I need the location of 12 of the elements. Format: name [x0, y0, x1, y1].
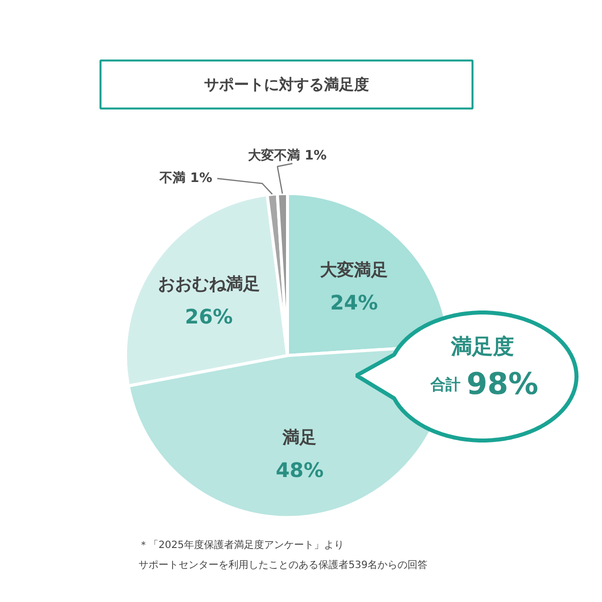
slice-label: おおむね満足	[158, 274, 260, 294]
data-label: 24%	[330, 290, 378, 315]
slice-label: 大変満足	[320, 260, 388, 281]
data-label: 26%	[184, 304, 233, 328]
text: ＊「2025年度保護者満足度アンケート」より	[138, 539, 344, 551]
slice-label: 大変不満 1%	[248, 148, 327, 164]
data-label: 48%	[276, 458, 324, 482]
text: 満足度	[450, 334, 514, 358]
slice-label: 不満 1%	[158, 171, 212, 186]
text: サポートセンターを利用したことのある保護者539名からの回答	[138, 559, 428, 571]
chart-title: サポートに対する満足度	[204, 76, 369, 94]
slice-label: 満足	[282, 428, 317, 448]
